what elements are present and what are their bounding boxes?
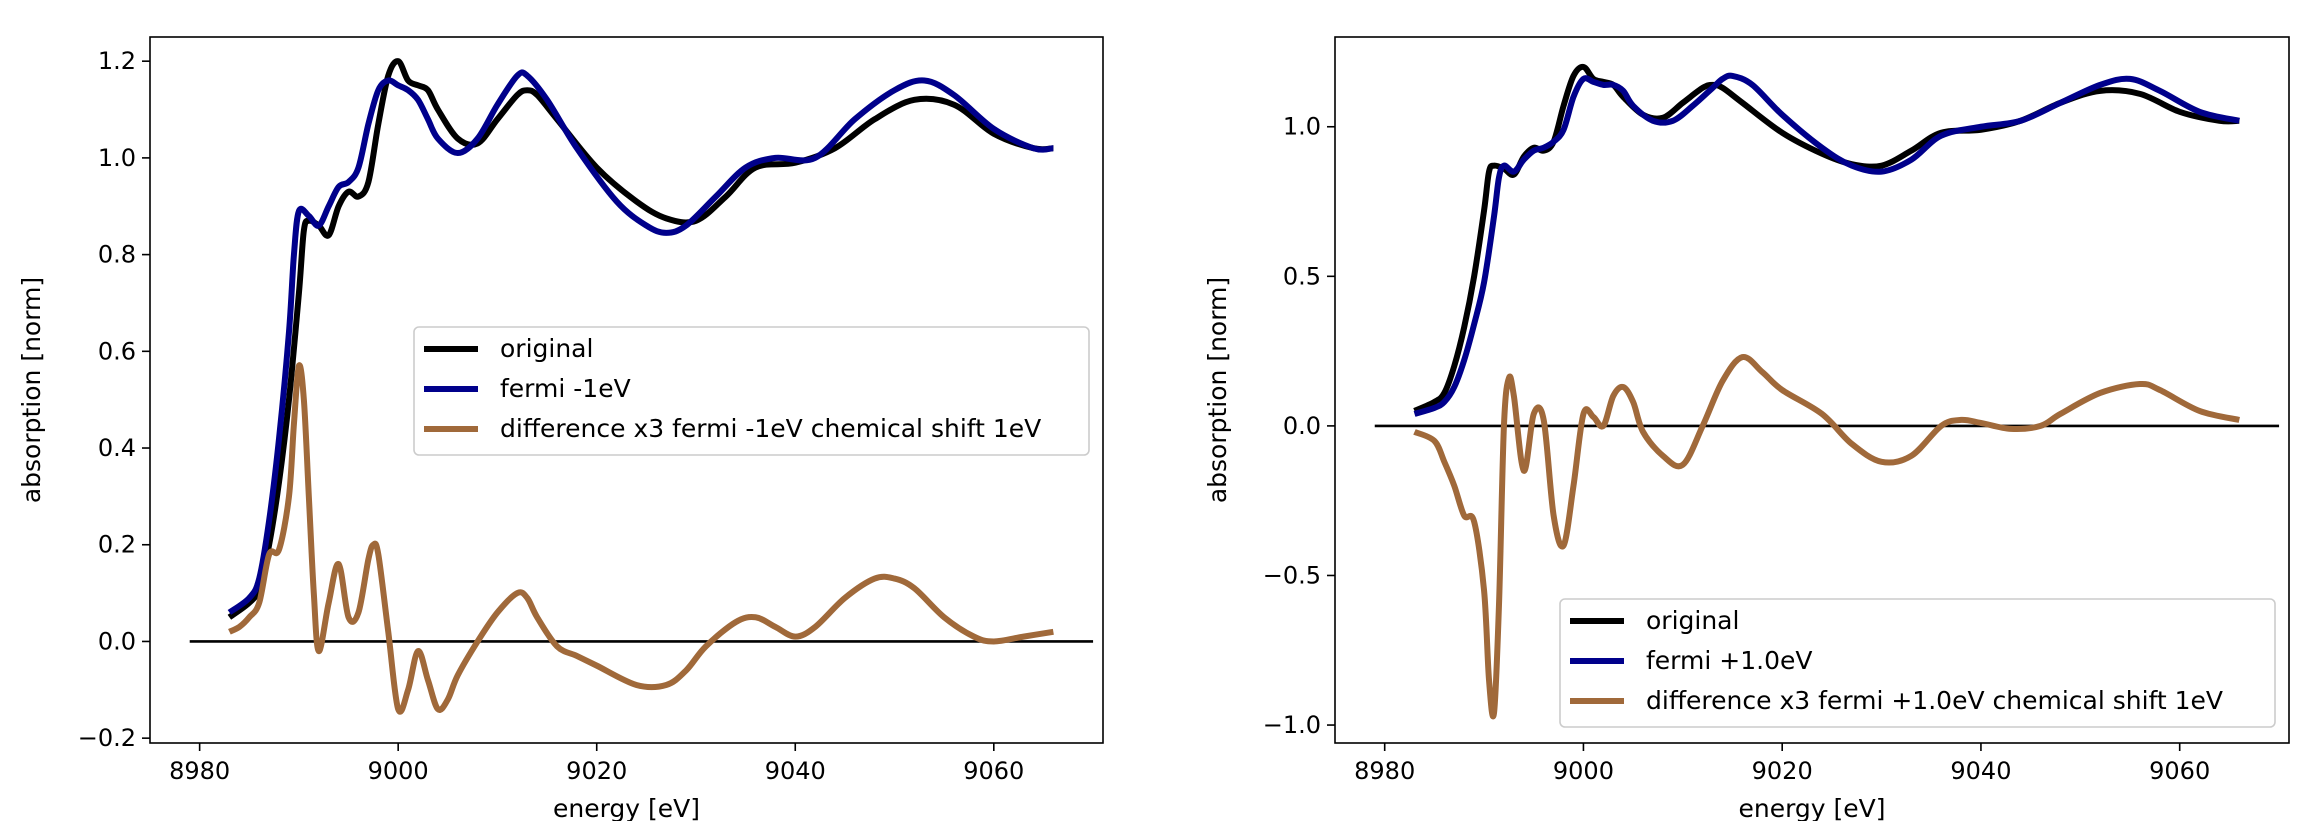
x-tick-label: 9040 bbox=[1950, 757, 2011, 785]
legend-label: original bbox=[500, 334, 593, 363]
y-tick-label: −1.0 bbox=[1263, 711, 1321, 739]
y-tick-label: 0.0 bbox=[98, 627, 136, 655]
y-tick-label: 0.8 bbox=[98, 241, 136, 269]
x-tick-label: 9000 bbox=[368, 757, 429, 785]
legend-label: original bbox=[1646, 606, 1739, 635]
y-axis-label: absorption [norm] bbox=[17, 277, 46, 503]
y-tick-label: 1.2 bbox=[98, 47, 136, 75]
series-line-1 bbox=[1413, 72, 2240, 417]
x-tick-label: 9020 bbox=[566, 757, 627, 785]
x-tick-label: 9020 bbox=[1752, 757, 1813, 785]
y-tick-label: 0.2 bbox=[98, 531, 136, 559]
legend-label: difference x3 fermi -1eV chemical shift … bbox=[500, 414, 1041, 443]
legend-box bbox=[1559, 598, 2276, 728]
y-axis-label: absorption [norm] bbox=[1203, 277, 1232, 503]
y-tick-label: 0.5 bbox=[1283, 262, 1321, 290]
series-line-2 bbox=[1413, 354, 2240, 720]
legend-label: fermi -1eV bbox=[500, 374, 631, 403]
legend-box bbox=[413, 326, 1090, 456]
chart-left: 8980 9000 9020 9040 9060 −0.2 0.0 0.2 0.4 0.6 0.8 1… bbox=[17, 36, 1104, 821]
legend: original fermi +1.0eV difference x3 fermi … bbox=[1559, 598, 2276, 728]
x-tick-label: 8980 bbox=[169, 757, 230, 785]
x-axis-label: energy [eV] bbox=[1738, 794, 1885, 821]
y-tick-label: 0.6 bbox=[98, 337, 136, 365]
series-line-0 bbox=[1413, 63, 2240, 414]
y-tick-label: −0.5 bbox=[1263, 561, 1321, 589]
legend-label: fermi +1.0eV bbox=[1646, 646, 1812, 675]
y-tick-label: 0.4 bbox=[98, 434, 136, 462]
chart-right: 8980 9000 9020 9040 9060 −1.0 −0.5 0.0 0.5 1.0 ene… bbox=[1203, 36, 2290, 821]
y-tick-label: 1.0 bbox=[1283, 113, 1321, 141]
legend-label: difference x3 fermi +1.0eV chemical shif… bbox=[1646, 686, 2223, 715]
plot-frame bbox=[149, 36, 1104, 744]
y-tick-label: 1.0 bbox=[98, 144, 136, 172]
x-tick-label: 9060 bbox=[2149, 757, 2210, 785]
plot-frame bbox=[1334, 36, 2290, 744]
y-tick-label: −0.2 bbox=[78, 724, 136, 752]
x-tick-label: 9000 bbox=[1553, 757, 1614, 785]
x-tick-label: 9040 bbox=[765, 757, 826, 785]
x-tick-label: 8980 bbox=[1354, 757, 1415, 785]
legend: original fermi -1eV difference x3 fermi -1… bbox=[413, 326, 1090, 456]
x-tick-label: 9060 bbox=[963, 757, 1024, 785]
series-line-1 bbox=[227, 69, 1054, 615]
y-tick-label: 0.0 bbox=[1283, 412, 1321, 440]
x-axis-label: energy [eV] bbox=[553, 794, 700, 821]
series-line-2 bbox=[228, 362, 1054, 715]
